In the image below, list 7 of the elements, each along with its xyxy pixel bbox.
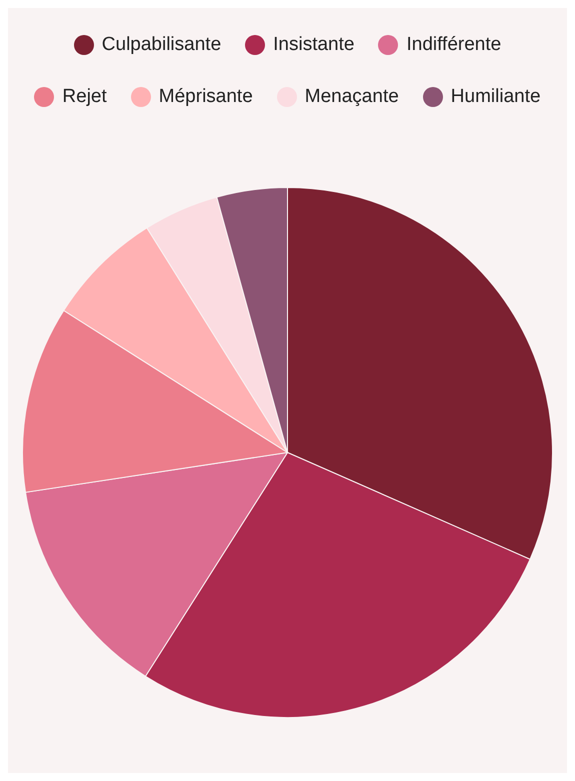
legend-label: Humiliante [450,85,541,109]
legend-label: Indifférente [405,33,502,57]
legend-label: Menaçante [304,85,399,109]
legend-label: Rejet [61,85,107,109]
legend-label: Insistante [272,33,354,57]
legend-label: Culpabilisante [100,33,222,57]
legend-label: Méprisante [158,85,253,109]
